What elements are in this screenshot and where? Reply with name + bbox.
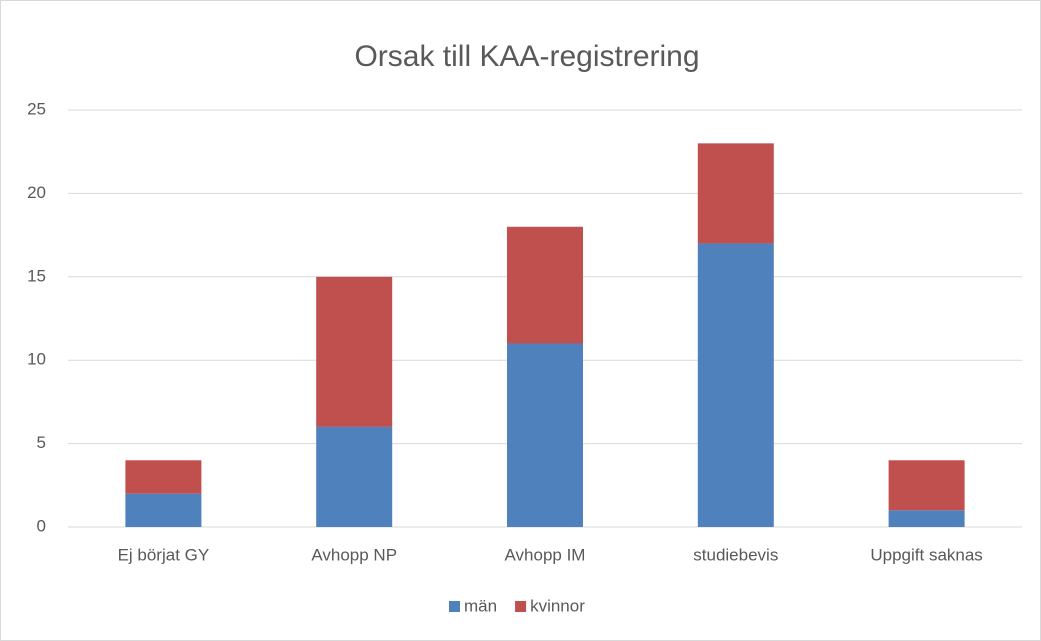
bar-segment <box>697 143 774 244</box>
x-tick-label: studiebevis <box>693 545 778 564</box>
bar-segment <box>316 426 393 527</box>
x-tick-label: Ej börjat GY <box>118 545 210 564</box>
bar-segment <box>697 243 774 527</box>
bar-segment <box>125 460 202 494</box>
bar-segment <box>888 510 965 527</box>
y-tick-label: 20 <box>27 183 46 202</box>
legend-label: kvinnor <box>530 596 585 615</box>
bar-segment <box>507 226 583 344</box>
bar-segment <box>507 343 583 527</box>
chart-title: Orsak till KAA-registrering <box>354 40 699 73</box>
y-tick-label: 5 <box>37 433 46 452</box>
x-tick-label: Avhopp NP <box>311 545 397 564</box>
bar-segment <box>888 460 965 511</box>
y-tick-label: 15 <box>27 266 46 285</box>
legend-swatch <box>515 601 527 612</box>
y-tick-label: 10 <box>27 350 46 369</box>
legend-label: män <box>464 596 497 615</box>
legend-swatch <box>449 601 460 612</box>
y-tick-label: 25 <box>27 99 46 118</box>
y-tick-label: 0 <box>37 516 46 535</box>
x-tick-label: Uppgift saknas <box>870 545 982 564</box>
bar-segment <box>125 493 202 527</box>
bar-segment <box>316 276 393 427</box>
x-tick-label: Avhopp IM <box>505 545 586 564</box>
